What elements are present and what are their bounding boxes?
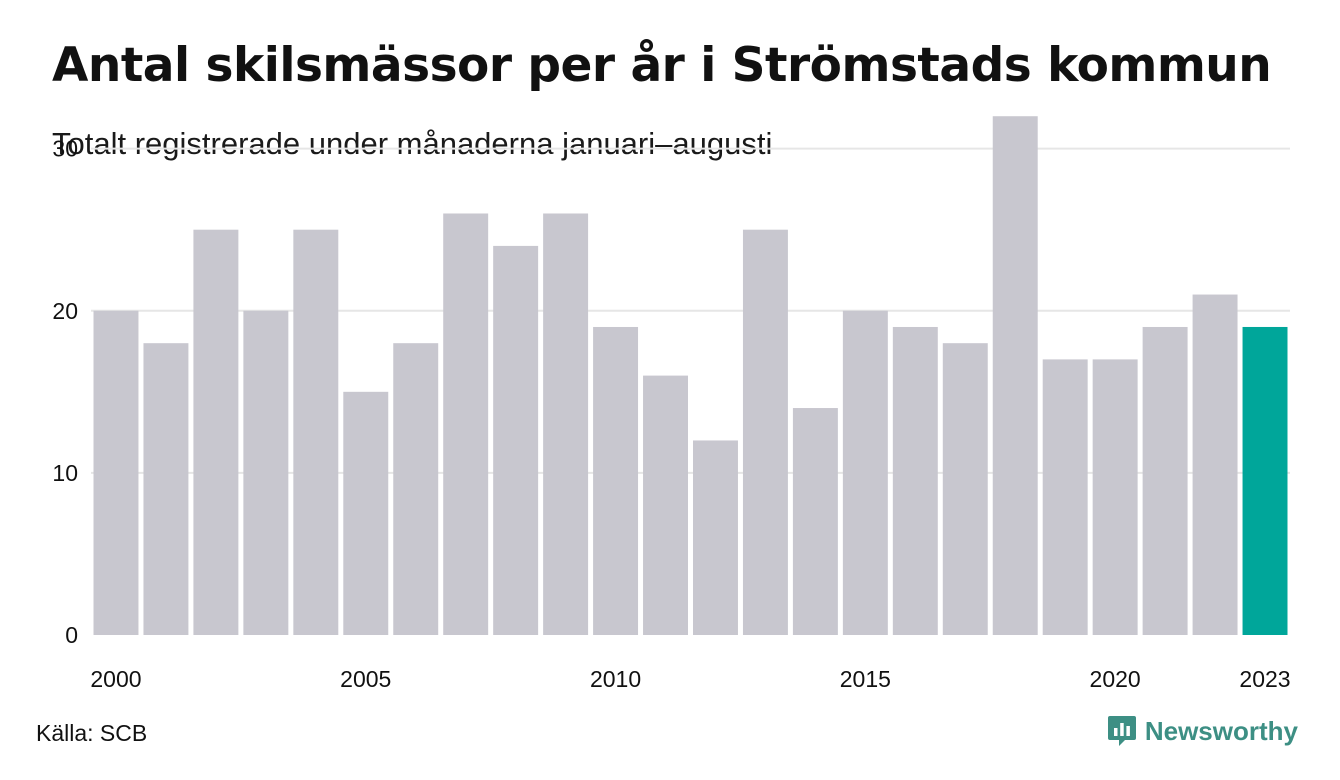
bar-2000 [93,310,139,635]
bar-2012 [693,440,738,635]
x-tick-label: 2000 [90,666,141,692]
brand-name: Newsworthy [1144,715,1298,746]
bar-2010 [593,326,639,635]
bar-2002 [193,229,239,636]
bar-2017 [942,343,988,635]
y-tick-label: 30 [52,136,78,162]
bar-2003 [243,310,289,635]
x-tick-label: 2015 [840,666,891,692]
bar-2011 [643,375,688,635]
y-tick-label: 20 [52,298,78,324]
bar-2014 [792,408,838,635]
bar-2001 [143,343,189,635]
bar-2004 [293,229,339,636]
bar-2018 [992,116,1038,636]
bar-2019 [1042,359,1088,635]
bar-2022 [1192,294,1238,635]
bar-2009 [543,213,589,635]
chart-subtitle: Totalt registrerade under månaderna janu… [52,126,773,161]
x-tick-label: 2005 [340,666,391,692]
brand: Newsworthy [1107,714,1298,748]
x-tick-label: 2010 [590,666,641,692]
newsworthy-logo-icon [1107,716,1136,746]
y-tick-label: 10 [52,460,78,486]
chart-title: Antal skilsmässor per år i Strömstads ko… [52,38,1272,93]
bar-2007 [443,213,489,635]
bar-2021 [1142,326,1188,635]
bar-2020 [1092,359,1138,635]
x-tick-label: 2023 [1239,666,1290,692]
bar-2006 [393,343,439,635]
x-tick-label: 2020 [1090,666,1141,692]
grid-lines [91,147,1290,474]
bars [93,116,1288,636]
bar-chart: 0 10 20 30 2000 2005 2010 2015 2020 2023 [52,116,1291,692]
bar-2016 [892,326,938,635]
bar-2023 [1242,326,1288,635]
bar-2008 [493,245,539,635]
bar-2015 [842,310,888,635]
bar-2005 [343,391,389,635]
y-axis-ticks: 0 10 20 30 [52,136,78,648]
source-note: Källa: SCB [36,720,148,746]
x-axis-ticks: 2000 2005 2010 2015 2020 2023 [90,666,1290,692]
bar-2013 [742,229,788,636]
y-tick-label: 0 [65,622,78,648]
